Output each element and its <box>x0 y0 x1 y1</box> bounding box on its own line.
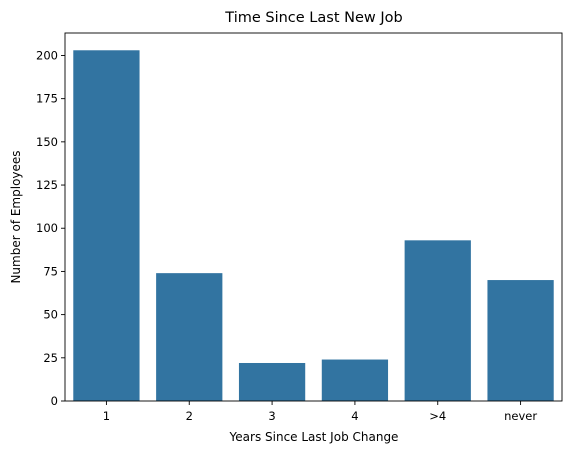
y-tick-label: 125 <box>36 178 58 192</box>
x-tick-label: >4 <box>429 409 446 423</box>
x-tick-label: 3 <box>268 409 275 423</box>
axes-layer <box>64 32 563 402</box>
x-tick-label: 2 <box>186 409 193 423</box>
x-axis-ticks: 1 2 3 4 >4 never <box>103 401 537 423</box>
x-tick-label: 4 <box>351 409 358 423</box>
x-tick-label: 1 <box>103 409 110 423</box>
bar-1 <box>73 50 140 401</box>
bars-layer <box>73 50 554 401</box>
bar->4 <box>404 240 471 401</box>
y-tick-label: 75 <box>43 264 58 278</box>
bar-2 <box>156 273 223 401</box>
bar-4 <box>321 359 389 401</box>
plot-frame <box>64 32 563 402</box>
y-tick-label: 175 <box>36 92 58 106</box>
y-tick-label: 100 <box>36 221 58 235</box>
x-tick-label: never <box>504 409 537 423</box>
x-axis-label: Years Since Last Job Change <box>229 430 399 444</box>
y-tick-label: 0 <box>51 394 58 408</box>
bar-never <box>487 280 554 401</box>
bar-3 <box>238 362 306 401</box>
y-tick-label: 200 <box>36 48 58 62</box>
y-tick-label: 150 <box>36 135 58 149</box>
y-axis-label: Number of Employees <box>9 150 23 283</box>
y-axis-ticks: 0 25 50 75 100 125 150 175 200 <box>36 48 65 408</box>
y-tick-label: 25 <box>43 351 58 365</box>
chart-title: Time Since Last New Job <box>224 10 402 26</box>
y-tick-label: 50 <box>43 308 58 322</box>
